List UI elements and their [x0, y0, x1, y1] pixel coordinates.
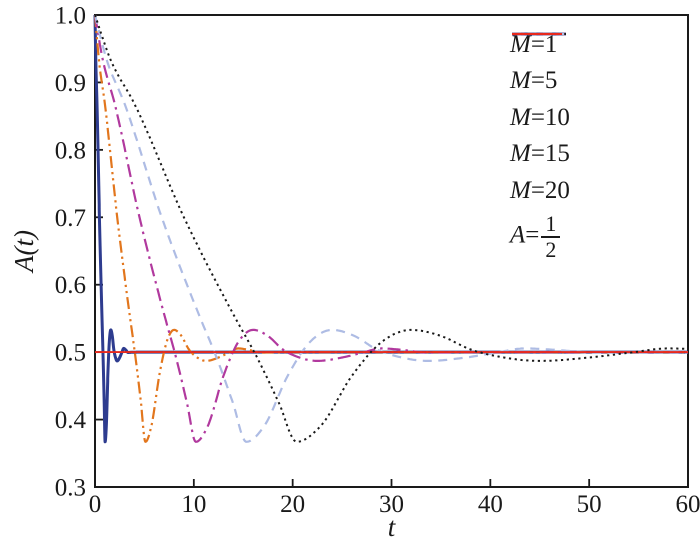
y-tick-label-0.6: 0.6 [55, 272, 86, 299]
legend-item-m10: M=10 [510, 32, 570, 136]
curve-m-10 [93, 14, 688, 443]
y-tick-label-0.5: 0.5 [55, 340, 86, 367]
legend-label-a-half: A= 1 2 [510, 212, 561, 261]
y-tick-label-1: 1.0 [55, 3, 86, 30]
x-tick-label-20: 20 [280, 491, 305, 518]
legend-label-m20: M=20 [510, 176, 570, 204]
x-tick-label-60: 60 [676, 491, 700, 518]
y-tick-label-0.3: 0.3 [55, 475, 86, 502]
legend-item-m15: M=15 [510, 32, 570, 173]
y-tick-label-0.8: 0.8 [55, 137, 86, 164]
curves-group [93, 14, 689, 444]
legend-item-a-half: A= 1 2 [510, 33, 570, 265]
legend-item-m20: M=20 [510, 33, 570, 209]
legend: M=1 M=5 M=10 M=15 M=20 A= 1 2 [510, 26, 570, 265]
y-tick-label-0.9: 0.9 [55, 70, 86, 97]
x-tick-label-50: 50 [577, 491, 602, 518]
x-tick-label-0: 0 [89, 491, 102, 518]
y-tick-label-0.7: 0.7 [55, 205, 86, 232]
legend-label-m5: M=5 [510, 67, 558, 95]
legend-label-m1: M=1 [510, 30, 558, 58]
x-axis-label: t [388, 512, 397, 542]
legend-line-sample-a-half [512, 33, 562, 35]
x-tick-label-10: 10 [181, 491, 206, 518]
x-tick-label-30: 30 [379, 491, 404, 518]
curve-m-20 [94, 14, 689, 443]
legend-label-m10: M=10 [510, 103, 570, 131]
legend-item-m5: M=5 [510, 32, 570, 100]
curve-m-5 [93, 14, 688, 443]
y-tick-label-0.4: 0.4 [55, 407, 87, 434]
curve-m-1 [93, 14, 688, 444]
plot-border [94, 14, 689, 488]
legend-label-m15: M=15 [510, 140, 570, 168]
x-tick-label-40: 40 [478, 491, 503, 518]
y-axis-label: A(t) [9, 230, 39, 274]
curve-m-15 [93, 14, 688, 443]
